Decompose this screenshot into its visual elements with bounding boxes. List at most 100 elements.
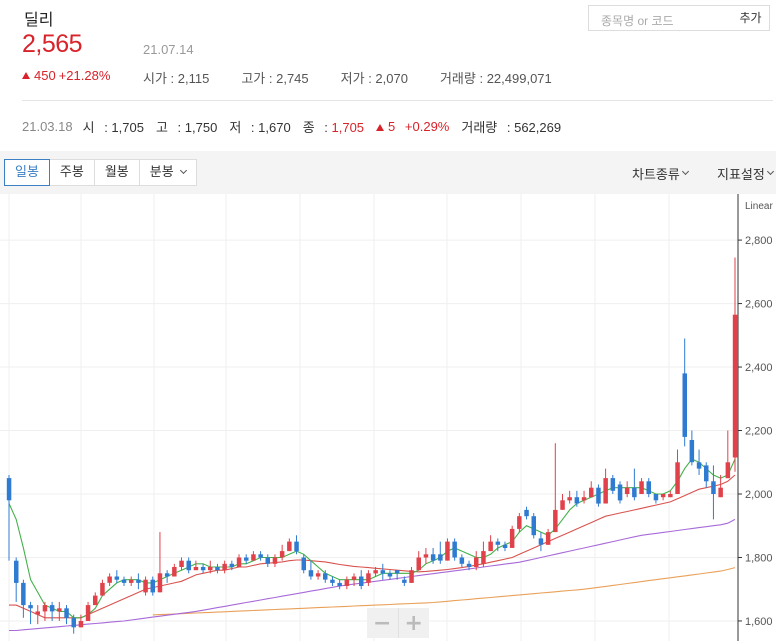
candle-body [279,551,285,558]
candle-body [359,576,364,586]
candle-body [287,541,292,552]
candle-body [732,314,738,458]
candle-body [337,582,342,587]
price-change: 450 +21.28% [22,68,110,83]
stock-name: 딜리 [24,10,54,29]
candle-body [394,570,400,574]
candle-body [344,579,350,586]
candle-body [459,557,465,564]
candle-body [603,478,608,504]
zoom-controls: − + [367,608,429,638]
candle-body [574,497,580,504]
candle-body [668,494,673,498]
candle-body [323,573,328,580]
candle-body [49,605,55,612]
y-tick-label: 2,400 [745,362,773,374]
tab-monthly[interactable]: 월봉 [93,159,140,186]
zoom-out-button[interactable]: − [373,610,392,636]
candle-body [718,487,723,498]
candle-body [474,557,479,567]
candle-body [373,570,378,574]
candle-body [272,557,278,564]
candle-body [466,563,472,567]
candle-body [186,560,191,571]
tab-minute[interactable]: 분봉 [138,159,197,186]
tab-weekly[interactable]: 주봉 [48,159,95,186]
candle-body [438,554,443,561]
candle-body [488,541,493,552]
period-tabs: 일봉 주봉 월봉 분봉 [4,159,197,186]
candle-body [193,567,199,571]
candle-body [445,541,450,561]
candle-body [387,573,393,577]
stat-open: 시가 : 2,115 [143,71,210,86]
candle-body [150,579,155,593]
candle-body [107,576,112,583]
search-input[interactable]: 종목명 or 코드 [588,5,733,31]
candle-body [330,579,335,583]
candle-body [646,481,651,494]
candle-body [524,509,529,517]
candle-body [560,500,565,510]
candle-body [164,573,170,577]
candle-body [509,528,515,548]
candle-body [78,621,84,628]
chart-svg[interactable]: Linear 1,600 1,800 2,000 2,200 2,400 2,600 2,80… [0,194,776,641]
y-tick-label: 1,800 [745,552,773,564]
candle-body [545,532,551,545]
chevron-down-icon [179,166,187,175]
indicator-settings-dropdown[interactable]: 지표설정 [717,164,774,183]
candle-body [452,541,457,558]
candle-body [64,608,69,618]
candle-body [85,605,91,621]
up-arrow-icon [376,124,385,131]
candle-body [589,487,594,498]
candle-body [179,560,184,567]
y-tick-label: 2,200 [745,426,773,438]
y-tick-label: 2,000 [745,489,773,501]
candle-body [100,582,105,596]
y-tick-label: 2,600 [745,299,773,311]
candle-body [409,570,414,583]
candle-body [21,582,26,606]
candle-body [639,481,644,494]
prev-low: 저 : 1,670 [229,120,291,135]
candle-body [481,551,486,564]
candle-body [660,494,666,498]
candle-body [610,478,616,491]
candle-body [301,557,306,571]
chart-type-dropdown[interactable]: 차트종류 [632,164,689,183]
change-percent: +21.28% [58,68,111,83]
up-arrow-icon [22,72,30,79]
candle-body [617,484,623,501]
candle-body [596,487,601,504]
divider [22,100,773,101]
candle-body [57,608,62,612]
add-button[interactable]: 추가 [732,5,770,31]
candle-body [380,570,386,574]
candle-body [215,567,220,571]
candle-body [696,462,702,469]
candle-body [653,494,659,501]
zoom-in-button[interactable]: + [404,610,423,636]
candle-body [222,563,227,571]
candle-body [308,570,314,577]
candle-body [208,567,213,571]
candle-body [251,554,256,561]
candle-body [517,516,522,529]
stat-low: 저가 : 2,070 [340,71,408,86]
candle-body [675,462,680,494]
chevron-down-icon [681,167,689,176]
tab-daily[interactable]: 일봉 [4,159,50,186]
chart-toolbar: 일봉 주봉 월봉 분봉 차트종류 지표설정 [0,151,776,194]
candle-body [553,509,558,533]
candle-body [351,576,357,580]
stat-volume: 거래량 : 22,499,071 [439,71,552,86]
candle-body [689,440,695,463]
ma20-line [9,474,736,619]
candle-body [315,573,321,577]
ma60-line [9,518,736,632]
candle-body [294,541,299,552]
candle-body [538,538,544,545]
candlestick-chart[interactable]: Linear 1,600 1,800 2,000 2,200 2,400 2,600 2,80… [0,194,776,641]
